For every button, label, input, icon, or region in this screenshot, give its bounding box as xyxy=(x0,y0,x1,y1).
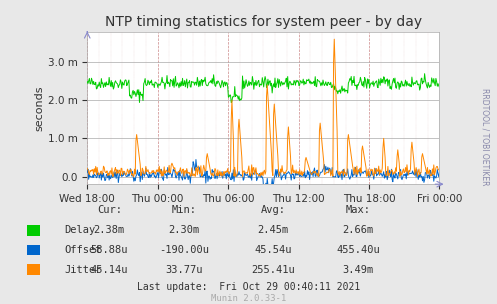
Text: Delay: Delay xyxy=(65,225,96,235)
Text: 58.88u: 58.88u xyxy=(90,245,128,255)
Text: 255.41u: 255.41u xyxy=(251,265,295,275)
Text: 2.38m: 2.38m xyxy=(94,225,125,235)
Text: 3.49m: 3.49m xyxy=(342,265,373,275)
Text: Min:: Min: xyxy=(171,205,196,215)
Text: RRDTOOL / TOBI OETIKER: RRDTOOL / TOBI OETIKER xyxy=(481,88,490,185)
Text: -190.00u: -190.00u xyxy=(159,245,209,255)
Text: Avg:: Avg: xyxy=(261,205,286,215)
Text: 2.66m: 2.66m xyxy=(342,225,373,235)
Text: Max:: Max: xyxy=(345,205,370,215)
Text: Offset: Offset xyxy=(65,245,102,255)
Text: 455.40u: 455.40u xyxy=(336,245,380,255)
Text: 45.54u: 45.54u xyxy=(254,245,292,255)
Text: 2.45m: 2.45m xyxy=(258,225,289,235)
Text: Jitter: Jitter xyxy=(65,265,102,275)
Text: 45.14u: 45.14u xyxy=(90,265,128,275)
Y-axis label: seconds: seconds xyxy=(35,85,45,131)
Text: 2.30m: 2.30m xyxy=(168,225,199,235)
Title: NTP timing statistics for system peer - by day: NTP timing statistics for system peer - … xyxy=(105,15,422,29)
Text: Cur:: Cur: xyxy=(97,205,122,215)
Text: Munin 2.0.33-1: Munin 2.0.33-1 xyxy=(211,294,286,303)
Text: 33.77u: 33.77u xyxy=(165,265,203,275)
Text: Last update:  Fri Oct 29 00:40:11 2021: Last update: Fri Oct 29 00:40:11 2021 xyxy=(137,282,360,292)
